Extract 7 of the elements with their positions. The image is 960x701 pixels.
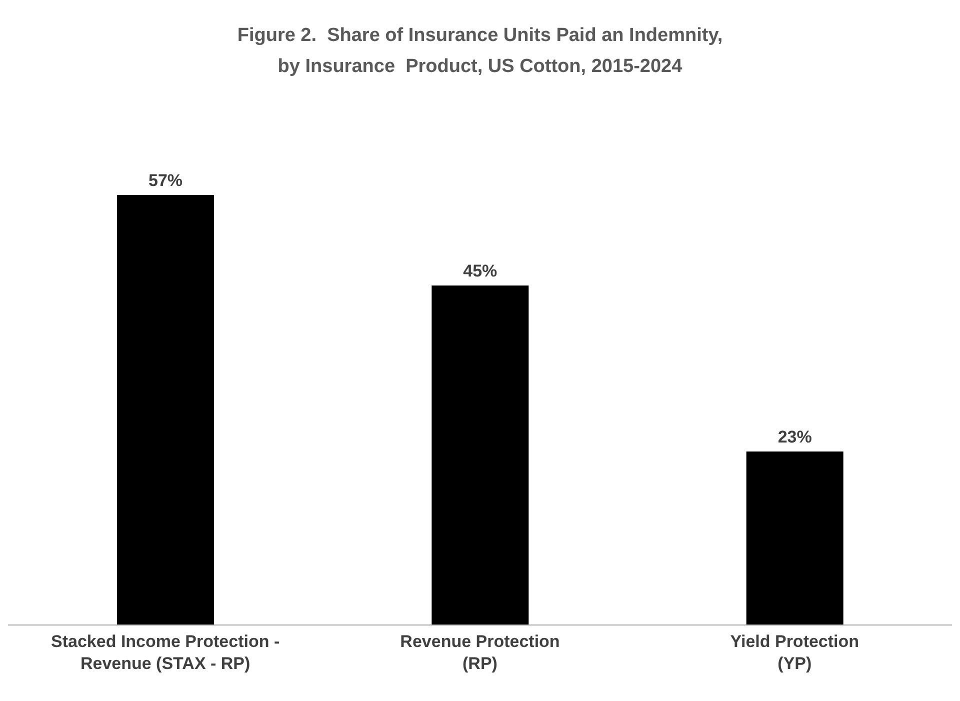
data-label: 45% — [463, 262, 498, 281]
x-tick-label: Revenue Protection (RP) — [400, 632, 560, 673]
x-tick-label: Stacked Income Protection - Revenue (STAX - RP) — [51, 632, 280, 673]
data-label: 23% — [778, 427, 812, 446]
chart-title: Figure 2. Share of Insurance Units Paid an Indemnity, by Insurance Product, US Cotton, 2015-2024 — [236, 24, 724, 79]
x-tick-label: Yield Protection (YP) — [730, 632, 860, 673]
data-label: 57% — [148, 171, 183, 190]
